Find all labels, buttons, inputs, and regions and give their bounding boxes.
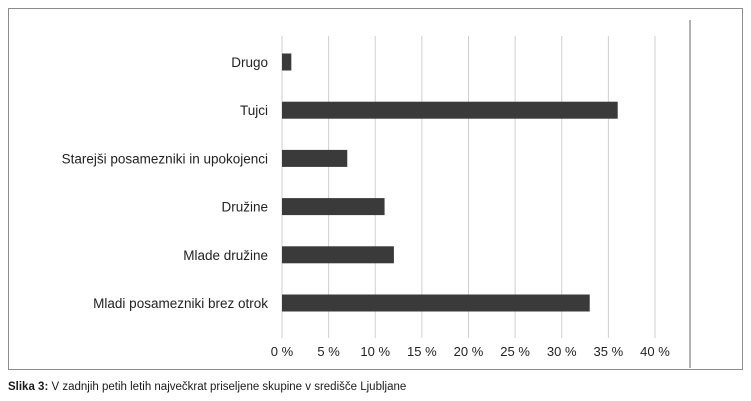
x-tick-label: 40 % [640,344,670,359]
category-label: Drugo [231,55,268,70]
category-label: Mlade družine [183,248,268,263]
figure-caption: Slika 3: V zadnjih petih letih največkra… [8,381,406,393]
x-tick-labels: 0 % 5 % 10 % 15 % 20 % 25 % 30 % 35 % 40 % [271,344,670,359]
bar [282,53,292,71]
category-label: Starejši posamezniki in upokojenci [62,151,268,166]
x-tick-label: 35 % [594,344,624,359]
x-tick-label: 10 % [360,344,390,359]
bar [282,246,394,264]
category-labels: Drugo Tujci Starejši posamezniki in upokoj… [62,55,269,311]
bar [282,149,348,167]
x-tick-label: 5 % [317,344,340,359]
x-tick-label: 20 % [454,344,484,359]
category-label: Tujci [240,103,268,118]
x-tick-label: 30 % [547,344,577,359]
bar [282,198,385,216]
category-label: Mladi posamezniki brez otrok [93,296,268,311]
bars [282,53,618,312]
bar [282,294,590,312]
caption-text: V zadnjih petih letih največkrat priselj… [48,381,407,393]
grid-lines [281,36,656,338]
x-tick-label: 0 % [271,344,294,359]
caption-label: Slika 3: [8,381,49,393]
category-label: Družine [221,200,268,215]
bar [282,101,618,119]
x-tick-label: 25 % [500,344,530,359]
x-tick-label: 15 % [407,344,437,359]
